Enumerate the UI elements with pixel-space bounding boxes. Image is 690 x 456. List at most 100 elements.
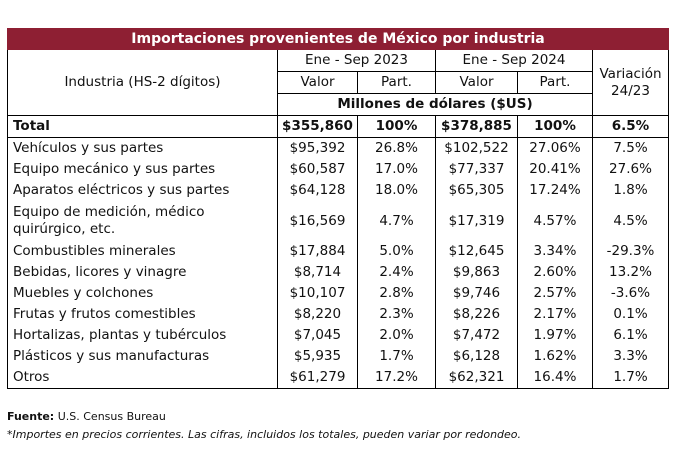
source-label: Fuente: bbox=[7, 410, 55, 423]
value-cell: $12,645 bbox=[435, 241, 518, 262]
value-cell: -3.6% bbox=[592, 283, 669, 304]
value-cell: 6.5% bbox=[592, 115, 669, 138]
industry-cell: Combustibles minerales bbox=[7, 241, 278, 262]
value-cell: 1.62% bbox=[517, 346, 593, 367]
header-share: Part. bbox=[357, 71, 436, 94]
industry-cell: Equipo mecánico y sus partes bbox=[7, 159, 278, 180]
note: *Importes en precios corrientes. Las cif… bbox=[7, 428, 522, 441]
value-cell: $60,587 bbox=[277, 159, 358, 180]
source: U.S. Census Bureau bbox=[57, 410, 166, 423]
value-cell: 3.3% bbox=[592, 346, 669, 367]
value-cell: 1.8% bbox=[592, 180, 669, 201]
table-row: Otros $61,279 17.2% $62,321 16.4% 1.7% bbox=[7, 367, 669, 389]
value-cell: 20.41% bbox=[517, 159, 593, 180]
value-cell: $9,746 bbox=[435, 283, 518, 304]
table-row: Equipo mecánico y sus partes $60,587 17.0%… bbox=[7, 159, 669, 180]
value-cell: $7,472 bbox=[435, 325, 518, 346]
industry-cell: Otros bbox=[7, 367, 278, 389]
value-cell: 4.57% bbox=[517, 201, 593, 241]
header-share: Part. bbox=[517, 71, 593, 94]
header-industry: Industria (HS-2 dígitos) bbox=[7, 49, 278, 116]
industry-cell: Hortalizas, plantas y tubérculos bbox=[7, 325, 278, 346]
value-cell: $17,884 bbox=[277, 241, 358, 262]
table-row: Plásticos y sus manufacturas $5,935 1.7% $6… bbox=[7, 346, 669, 367]
table-row: Frutas y frutos comestibles $8,220 2.3% $8,… bbox=[7, 304, 669, 325]
table-row: Equipo de medición, médico quirúrgico, e… bbox=[7, 201, 669, 241]
value-cell: $17,319 bbox=[435, 201, 518, 241]
table-title: Importaciones provenientes de México por… bbox=[7, 28, 669, 50]
value-cell: 13.2% bbox=[592, 262, 669, 283]
value-cell: 2.17% bbox=[517, 304, 593, 325]
table-row: Vehículos y sus partes $95,392 26.8% $102,5… bbox=[7, 137, 669, 159]
value-cell: $64,128 bbox=[277, 180, 358, 201]
industry-cell: Equipo de medición, médico quirúrgico, e… bbox=[7, 201, 278, 241]
header-period: Ene - Sep 2024 bbox=[435, 49, 593, 72]
value-cell: $378,885 bbox=[435, 115, 518, 138]
header-variation: Variación 24/23 bbox=[592, 49, 669, 116]
industry-cell: Total bbox=[7, 115, 278, 138]
value-cell: 7.5% bbox=[592, 137, 669, 159]
industry-cell: Aparatos eléctricos y sus partes bbox=[7, 180, 278, 201]
value-cell: $5,935 bbox=[277, 346, 358, 367]
value-cell: 27.6% bbox=[592, 159, 669, 180]
value-cell: $95,392 bbox=[277, 137, 358, 159]
value-cell: 17.24% bbox=[517, 180, 593, 201]
value-cell: 6.1% bbox=[592, 325, 669, 346]
value-cell: 1.7% bbox=[357, 346, 436, 367]
value-cell: 0.1% bbox=[592, 304, 669, 325]
table-row: Muebles y colchones $10,107 2.8% $9,746 2.57… bbox=[7, 283, 669, 304]
header-period: Ene - Sep 2023 bbox=[277, 49, 436, 72]
industry-cell: Muebles y colchones bbox=[7, 283, 278, 304]
value-cell: $8,220 bbox=[277, 304, 358, 325]
value-cell: 4.5% bbox=[592, 201, 669, 241]
value-cell: 16.4% bbox=[517, 367, 593, 389]
value-cell: $7,045 bbox=[277, 325, 358, 346]
value-cell: 2.57% bbox=[517, 283, 593, 304]
value-cell: 2.0% bbox=[357, 325, 436, 346]
table-row: Combustibles minerales $17,884 5.0% $12,645… bbox=[7, 241, 669, 262]
value-cell: $10,107 bbox=[277, 283, 358, 304]
value-cell: 17.0% bbox=[357, 159, 436, 180]
value-cell: 2.8% bbox=[357, 283, 436, 304]
value-cell: 100% bbox=[517, 115, 593, 138]
value-cell: 17.2% bbox=[357, 367, 436, 389]
value-cell: 2.4% bbox=[357, 262, 436, 283]
value-cell: 27.06% bbox=[517, 137, 593, 159]
value-cell: $8,226 bbox=[435, 304, 518, 325]
value-cell: 100% bbox=[357, 115, 436, 138]
table-body: Total $355,860 100% $378,885 100% 6.5% Vehícul… bbox=[7, 115, 669, 389]
value-cell: 2.60% bbox=[517, 262, 593, 283]
value-cell: -29.3% bbox=[592, 241, 669, 262]
value-cell: $102,522 bbox=[435, 137, 518, 159]
value-cell: 1.97% bbox=[517, 325, 593, 346]
industry-cell: Plásticos y sus manufacturas bbox=[7, 346, 278, 367]
table-row: Total $355,860 100% $378,885 100% 6.5% bbox=[7, 115, 669, 138]
value-cell: 18.0% bbox=[357, 180, 436, 201]
value-cell: $77,337 bbox=[435, 159, 518, 180]
header-units: Millones de dólares ($US) bbox=[277, 93, 593, 116]
value-cell: 1.7% bbox=[592, 367, 669, 389]
source-line: Fuente: U.S. Census Bureau bbox=[7, 410, 166, 423]
value-cell: $8,714 bbox=[277, 262, 358, 283]
value-cell: $6,128 bbox=[435, 346, 518, 367]
value-cell: 3.34% bbox=[517, 241, 593, 262]
value-cell: $355,860 bbox=[277, 115, 358, 138]
header-value: Valor bbox=[277, 71, 358, 94]
industry-cell: Bebidas, licores y vinagre bbox=[7, 262, 278, 283]
value-cell: $16,569 bbox=[277, 201, 358, 241]
header-value: Valor bbox=[435, 71, 518, 94]
table-row: Hortalizas, plantas y tubérculos $7,045 2.… bbox=[7, 325, 669, 346]
value-cell: $9,863 bbox=[435, 262, 518, 283]
value-cell: $61,279 bbox=[277, 367, 358, 389]
table-row: Aparatos eléctricos y sus partes $64,128 1… bbox=[7, 180, 669, 201]
industry-cell: Frutas y frutos comestibles bbox=[7, 304, 278, 325]
value-cell: $65,305 bbox=[435, 180, 518, 201]
imports-table: Importaciones provenientes de México por… bbox=[7, 28, 669, 389]
industry-cell: Vehículos y sus partes bbox=[7, 137, 278, 159]
value-cell: 26.8% bbox=[357, 137, 436, 159]
value-cell: 4.7% bbox=[357, 201, 436, 241]
value-cell: 5.0% bbox=[357, 241, 436, 262]
value-cell: $62,321 bbox=[435, 367, 518, 389]
table-row: Bebidas, licores y vinagre $8,714 2.4% $9,8… bbox=[7, 262, 669, 283]
